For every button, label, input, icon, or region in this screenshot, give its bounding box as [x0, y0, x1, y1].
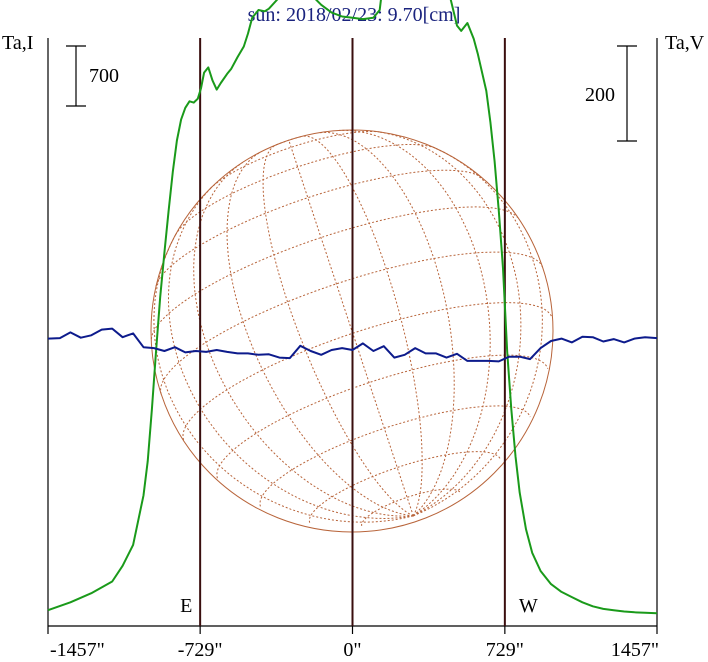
series-layer: [47, 0, 658, 615]
globe-parallel: [259, 405, 531, 507]
globe-parallel: [160, 251, 544, 395]
globe-meridian: [339, 129, 491, 517]
globe-parallel: [210, 131, 381, 189]
globe-meridian: [377, 131, 522, 517]
vertical-markers: [199, 38, 506, 626]
globe-parallel: [275, 135, 302, 146]
chart-title: sun: 2018/02/23: 9.70[cm]: [248, 4, 461, 26]
left-scale-bar-label: 700: [89, 65, 119, 87]
x-tick-label: 1457": [611, 639, 659, 661]
globe-meridian: [318, 131, 455, 517]
right-scale-bar-label: 200: [585, 84, 615, 106]
globe-parallel: [150, 206, 519, 340]
globe-parallel: [155, 169, 483, 287]
left-scale-bar: 700: [66, 45, 119, 107]
globe-parallel: [175, 144, 437, 236]
series-line-V: [47, 327, 658, 363]
globe-parallel: [182, 302, 553, 441]
globe-parallel: [216, 354, 549, 479]
x-tick-label: -1457": [50, 639, 105, 661]
globe-meridian: [226, 151, 414, 517]
globe-parallel: [308, 451, 501, 523]
right-scale-bar: 200: [585, 45, 637, 142]
globe-meridian: [262, 144, 414, 517]
limb-label-E: E: [180, 595, 192, 617]
limb-label-W: W: [519, 595, 538, 617]
x-tick-label: 0": [343, 639, 361, 661]
x-axis-ticks: -1457" -729" 0" 729" 1457": [47, 626, 659, 661]
globe-meridian: [301, 135, 423, 517]
right-axis-label: Ta,V: [665, 32, 705, 54]
left-axis-label: Ta,I: [2, 32, 33, 54]
globe-parallel: [361, 488, 462, 527]
x-tick-label: 729": [486, 639, 524, 661]
x-tick-label: -729": [178, 639, 223, 661]
series-line-I: [47, 0, 658, 615]
globe-meridian: [288, 140, 414, 517]
globe-meridian: [153, 234, 414, 523]
globe-meridian: [413, 148, 543, 517]
globe-meridian: [193, 162, 414, 517]
